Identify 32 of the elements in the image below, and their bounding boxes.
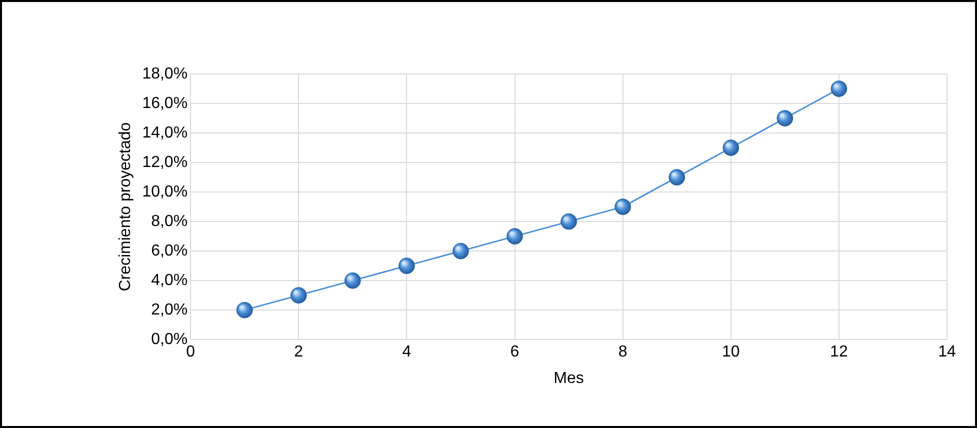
x-axis-title: Mes bbox=[554, 370, 584, 387]
point bbox=[506, 228, 524, 245]
x-tick-label: 4 bbox=[402, 344, 412, 361]
y-tick-label: 16,0% bbox=[142, 94, 188, 112]
y-tick-label: 6,0% bbox=[151, 242, 188, 260]
y-tick-label: 4,0% bbox=[151, 272, 188, 289]
point bbox=[452, 242, 469, 260]
x-tick-label: 6 bbox=[510, 344, 520, 361]
x-tick-label: 8 bbox=[618, 344, 628, 361]
point bbox=[236, 302, 253, 318]
point bbox=[776, 110, 794, 127]
x-tick-label: 2 bbox=[294, 344, 304, 361]
x-tick-label: 12 bbox=[830, 344, 848, 361]
x-tick-label: 14 bbox=[938, 344, 956, 361]
point bbox=[560, 213, 578, 230]
point bbox=[722, 140, 740, 156]
point bbox=[614, 198, 632, 216]
y-tick-label: 18,0% bbox=[142, 65, 188, 82]
y-tick-label: 14,0% bbox=[142, 124, 188, 142]
x-tick-label: 0 bbox=[186, 344, 196, 361]
y-tick-label: 10,0% bbox=[142, 183, 188, 200]
y-tick-label: 8,0% bbox=[151, 212, 188, 230]
point bbox=[344, 272, 361, 289]
x-tick-label: 10 bbox=[722, 344, 740, 361]
point bbox=[398, 258, 415, 274]
y-tick-label: 12,0% bbox=[142, 154, 188, 171]
point bbox=[830, 80, 848, 98]
point bbox=[668, 169, 686, 186]
y-tick-label: 0,0% bbox=[151, 331, 188, 348]
y-tick-label: 2,0% bbox=[151, 301, 188, 318]
point bbox=[290, 287, 307, 304]
y-axis-title: Crecimiento proyectado bbox=[117, 122, 134, 292]
